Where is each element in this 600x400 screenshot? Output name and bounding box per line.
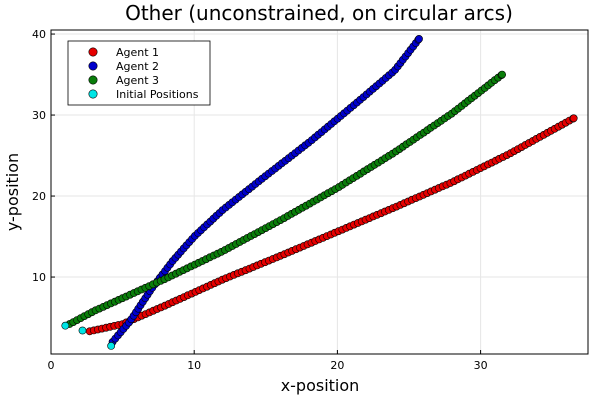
plot-frame bbox=[50, 29, 589, 355]
data-point bbox=[498, 70, 506, 79]
chart-title: Other (unconstrained, on circular arcs) bbox=[125, 1, 513, 25]
x-tick-label: 30 bbox=[474, 359, 488, 372]
initial-position-point bbox=[61, 321, 70, 330]
series-layer bbox=[61, 35, 578, 350]
x-axis-label: x-position bbox=[281, 376, 360, 395]
legend-label: Agent 2 bbox=[116, 60, 159, 73]
ticks: 0 10 20 30 10 20 30 40 bbox=[32, 28, 488, 372]
x-tick-label: 10 bbox=[187, 359, 201, 372]
y-tick-label: 10 bbox=[32, 271, 46, 284]
initial-position-point bbox=[78, 326, 87, 335]
legend-label: Initial Positions bbox=[116, 88, 199, 101]
series-agent-1 bbox=[85, 114, 578, 336]
data-point bbox=[569, 114, 578, 123]
y-axis-label: y-position bbox=[3, 153, 22, 231]
legend-marker bbox=[88, 89, 98, 99]
y-tick-label: 40 bbox=[32, 28, 46, 41]
legend-marker bbox=[88, 47, 98, 57]
y-tick-label: 30 bbox=[32, 109, 46, 122]
initial-position-point bbox=[107, 341, 116, 350]
series-agent-3 bbox=[65, 70, 506, 328]
y-tick-label: 20 bbox=[32, 190, 46, 203]
legend-label: Agent 1 bbox=[116, 46, 159, 59]
legend-marker bbox=[88, 75, 98, 85]
x-tick-label: 0 bbox=[48, 359, 55, 372]
legend-label: Agent 3 bbox=[116, 74, 159, 87]
x-tick-label: 20 bbox=[330, 359, 344, 372]
series-initial-positions bbox=[61, 321, 116, 350]
series-agent-2 bbox=[108, 35, 423, 346]
data-point bbox=[415, 35, 423, 43]
legend-marker bbox=[88, 61, 98, 71]
